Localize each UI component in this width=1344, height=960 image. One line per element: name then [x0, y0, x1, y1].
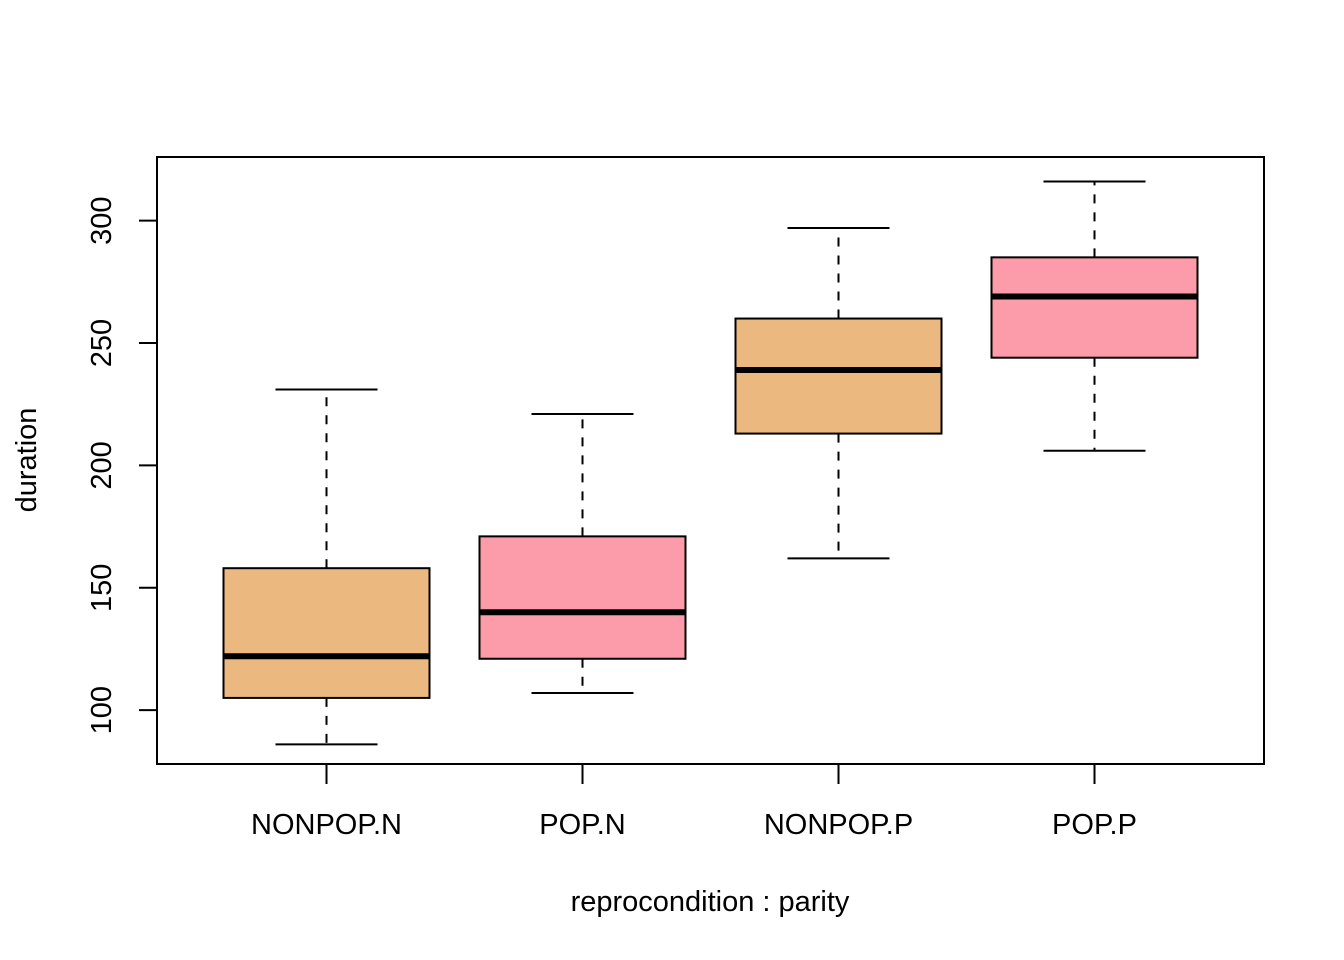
x-tick-label: POP.P [1052, 809, 1137, 841]
box-nonpop-p [734, 226, 943, 560]
iqr-box [222, 567, 431, 699]
y-tick-label: 300 [86, 196, 118, 244]
y-tick-label: 250 [86, 319, 118, 367]
iqr-box [990, 256, 1199, 359]
y-tick-label: 150 [86, 564, 118, 612]
boxes-layer [222, 180, 1199, 746]
x-axis: NONPOP.N POP.N NONPOP.P POP.P [251, 763, 1137, 841]
y-axis: 100 150 200 250 300 [86, 196, 158, 734]
iqr-box [478, 535, 687, 660]
iqr-box [734, 317, 943, 435]
y-tick-label: 100 [86, 686, 118, 734]
box-pop-n [478, 412, 687, 695]
x-tick-label: NONPOP.N [251, 809, 402, 841]
x-axis-title: reprocondition : parity [571, 886, 850, 918]
y-axis-title: duration [11, 408, 43, 513]
y-tick-label: 200 [86, 441, 118, 489]
x-tick-label: NONPOP.P [764, 809, 913, 841]
x-tick-label: POP.N [539, 809, 626, 841]
box-nonpop-n [222, 388, 431, 746]
box-pop-p [990, 180, 1199, 452]
